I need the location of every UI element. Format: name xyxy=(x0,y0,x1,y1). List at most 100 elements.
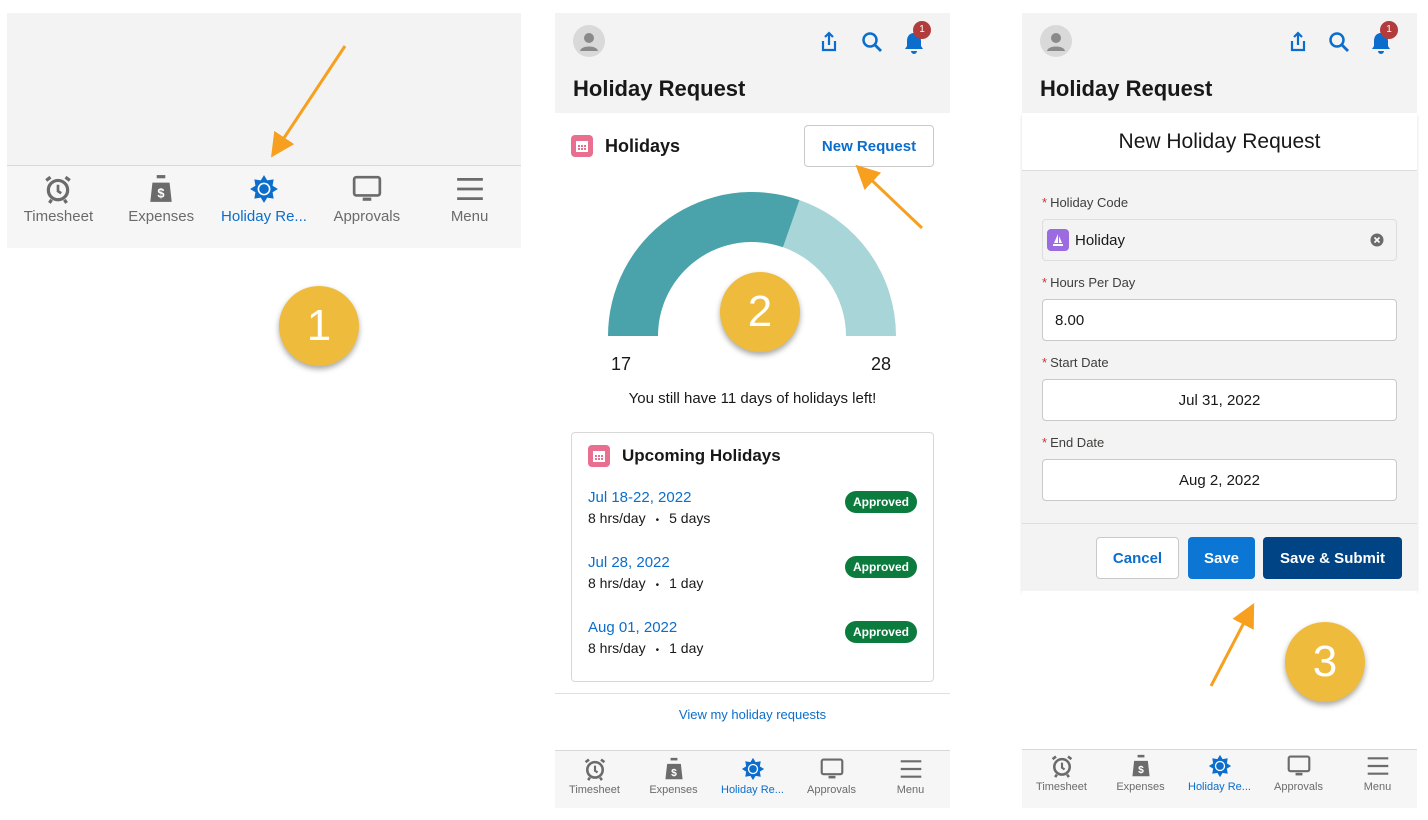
nav-label: Holiday Re... xyxy=(1188,781,1251,793)
search-icon[interactable] xyxy=(1328,31,1350,53)
alarm-clock-icon xyxy=(1050,754,1074,778)
hamburger-menu-icon xyxy=(899,757,923,781)
notification-badge: 1 xyxy=(913,21,931,39)
nav-label: Menu xyxy=(450,208,489,225)
nav-item-holiday-re[interactable]: Holiday Re... xyxy=(213,174,316,248)
hours-per-day: 8 hrs/day xyxy=(588,575,646,591)
nav-label: Holiday Re... xyxy=(721,784,784,796)
start-date-input[interactable]: Jul 31, 2022 xyxy=(1042,379,1397,421)
required-mark: * xyxy=(1042,435,1048,450)
nav-label: Timesheet xyxy=(23,208,94,225)
money-bag-icon: $ xyxy=(662,757,686,781)
separator: • xyxy=(655,580,660,591)
label-text: Hours Per Day xyxy=(1050,275,1136,290)
nav-item-expenses[interactable]: $ Expenses xyxy=(110,174,213,248)
avatar[interactable] xyxy=(1040,25,1072,57)
sun-icon xyxy=(741,757,765,781)
status-badge: Approved xyxy=(844,621,917,643)
nav-label: Approvals xyxy=(333,208,401,225)
page-title: Holiday Request xyxy=(1040,76,1213,101)
day-count: 5 days xyxy=(669,510,711,526)
nav-label: Expenses xyxy=(649,784,698,796)
holiday-details: 8 hrs/day • 5 days xyxy=(588,510,917,526)
form-modal: New Holiday Request * Holiday Code Holida… xyxy=(1022,113,1417,591)
monitor-icon xyxy=(820,757,844,781)
alarm-clock-icon xyxy=(43,174,73,204)
holiday-date[interactable]: Aug 01, 2022 xyxy=(588,619,678,636)
end-date-input[interactable]: Aug 2, 2022 xyxy=(1042,459,1397,501)
panel-3-new-request-form: 1 Holiday Request New Holiday Request * H… xyxy=(1022,13,1417,808)
end-date-label: * End Date xyxy=(1042,435,1104,450)
new-request-button[interactable]: New Request xyxy=(804,125,934,167)
nav-item-menu[interactable]: Menu xyxy=(418,174,521,248)
holiday-date[interactable]: Jul 28, 2022 xyxy=(588,554,670,571)
holiday-code-label: * Holiday Code xyxy=(1042,195,1128,210)
nav-item-approvals[interactable]: Approvals xyxy=(315,174,418,248)
notification-badge: 1 xyxy=(1380,21,1398,39)
nav-item-timesheet[interactable]: Timesheet xyxy=(1022,754,1101,808)
nav-item-approvals[interactable]: Approvals xyxy=(1259,754,1338,808)
view-holiday-requests-link[interactable]: View my holiday requests xyxy=(678,707,827,722)
nav-item-menu[interactable]: Menu xyxy=(1338,754,1417,808)
nav-label: Holiday Re... xyxy=(221,208,307,225)
day-count: 1 day xyxy=(669,640,704,656)
step-marker-2: 2 xyxy=(720,272,800,352)
hours-label: * Hours Per Day xyxy=(1042,275,1135,290)
hours-per-day: 8 hrs/day xyxy=(588,640,646,656)
upcoming-holiday-item[interactable]: Jul 18-22, 2022 8 hrs/day • 5 days Approve… xyxy=(588,489,917,549)
required-mark: * xyxy=(1042,195,1048,210)
nav-item-menu[interactable]: Menu xyxy=(871,757,950,808)
holiday-date[interactable]: Jul 18-22, 2022 xyxy=(588,489,692,506)
clear-icon[interactable] xyxy=(1370,233,1384,247)
nav-label: Approvals xyxy=(807,784,856,796)
nav-label: Timesheet xyxy=(1036,781,1087,793)
upcoming-title: Upcoming Holidays xyxy=(622,446,781,465)
label-text: Start Date xyxy=(1050,355,1109,370)
calendar-icon xyxy=(588,445,610,467)
bottom-nav: Timesheet $ Expenses Holiday Re... Approvals… xyxy=(7,165,521,248)
save-and-submit-button[interactable]: Save & Submit xyxy=(1263,537,1402,579)
upcoming-holidays-card: Upcoming Holidays Jul 18-22, 2022 8 hrs/… xyxy=(571,432,934,682)
holiday-gauge xyxy=(608,191,896,336)
holidays-title: Holidays xyxy=(605,135,681,156)
monitor-icon xyxy=(1287,754,1311,778)
upcoming-holiday-item[interactable]: Aug 01, 2022 8 hrs/day • 1 day Approved xyxy=(588,619,917,679)
hamburger-menu-icon xyxy=(455,174,485,204)
monitor-icon xyxy=(352,174,382,204)
share-icon[interactable] xyxy=(819,31,839,53)
nav-label: Timesheet xyxy=(569,784,620,796)
share-icon[interactable] xyxy=(1288,31,1308,53)
nav-item-expenses[interactable]: $ Expenses xyxy=(634,757,713,808)
nav-item-timesheet[interactable]: Timesheet xyxy=(555,757,634,808)
nav-item-expenses[interactable]: $ Expenses xyxy=(1101,754,1180,808)
nav-item-holiday-re[interactable]: Holiday Re... xyxy=(713,757,792,808)
holiday-code-value: Holiday xyxy=(1075,231,1126,249)
nav-item-holiday-re[interactable]: Holiday Re... xyxy=(1180,754,1259,808)
nav-label: Menu xyxy=(1363,781,1392,793)
gauge-used-segment xyxy=(608,191,800,336)
cancel-button[interactable]: Cancel xyxy=(1096,537,1179,579)
day-count: 1 day xyxy=(669,575,704,591)
label-text: Holiday Code xyxy=(1050,195,1129,210)
save-button[interactable]: Save xyxy=(1188,537,1255,579)
required-mark: * xyxy=(1042,355,1048,370)
avatar[interactable] xyxy=(573,25,605,57)
upcoming-holiday-item[interactable]: Jul 28, 2022 8 hrs/day • 1 day Approved xyxy=(588,554,917,614)
page-title: Holiday Request xyxy=(573,76,746,101)
svg-text:$: $ xyxy=(671,768,677,779)
form-title: New Holiday Request xyxy=(1022,113,1417,171)
sailboat-icon xyxy=(1047,229,1069,251)
search-icon[interactable] xyxy=(861,31,883,53)
separator: • xyxy=(655,645,660,656)
nav-item-approvals[interactable]: Approvals xyxy=(792,757,871,808)
alarm-clock-icon xyxy=(583,757,607,781)
start-date-label: * Start Date xyxy=(1042,355,1109,370)
nav-item-timesheet[interactable]: Timesheet xyxy=(7,174,110,248)
hours-per-day-input[interactable]: 8.00 xyxy=(1042,299,1397,341)
holiday-code-field[interactable]: Holiday xyxy=(1042,219,1397,261)
sun-icon xyxy=(249,174,279,204)
holidays-summary: You still have 11 days of holidays left! xyxy=(628,390,877,407)
nav-label: Menu xyxy=(896,784,925,796)
holiday-details: 8 hrs/day • 1 day xyxy=(588,640,917,656)
holiday-details: 8 hrs/day • 1 day xyxy=(588,575,917,591)
